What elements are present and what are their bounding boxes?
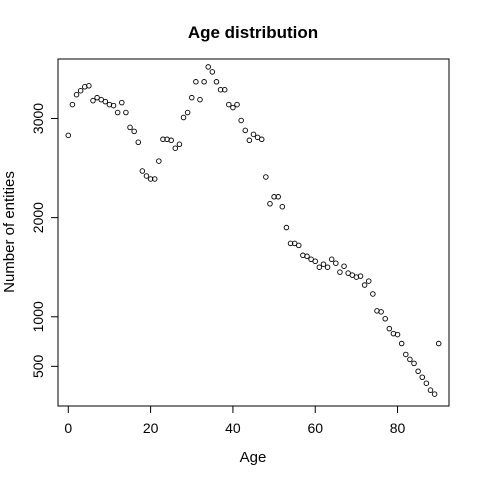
data-point bbox=[258, 136, 265, 143]
data-point bbox=[328, 256, 335, 263]
data-point bbox=[123, 109, 129, 116]
y-axis: 500 1000 2000 3000 bbox=[30, 103, 59, 378]
data-point bbox=[172, 145, 179, 151]
data-point bbox=[427, 387, 434, 393]
data-point bbox=[403, 351, 409, 358]
data-point bbox=[90, 97, 96, 104]
data-point bbox=[263, 174, 269, 180]
x-tick-label: 40 bbox=[225, 420, 241, 436]
data-point bbox=[267, 200, 273, 207]
data-point bbox=[213, 79, 220, 85]
data-point bbox=[415, 368, 421, 375]
data-points bbox=[65, 64, 442, 397]
data-point bbox=[176, 141, 183, 148]
data-point bbox=[357, 273, 364, 279]
data-point bbox=[365, 278, 372, 284]
data-point bbox=[168, 137, 174, 144]
data-point bbox=[246, 137, 253, 144]
data-point bbox=[65, 132, 72, 139]
data-point bbox=[324, 264, 331, 270]
data-point bbox=[156, 158, 162, 164]
data-point bbox=[407, 356, 413, 363]
y-axis-label: Number of entities bbox=[1, 171, 18, 293]
data-point bbox=[205, 64, 211, 70]
data-point bbox=[296, 242, 302, 249]
data-point bbox=[131, 128, 137, 135]
y-tick-label: 2000 bbox=[30, 202, 46, 233]
y-tick-label: 500 bbox=[30, 354, 46, 378]
data-point bbox=[135, 139, 142, 146]
y-tick-label: 1000 bbox=[30, 301, 46, 332]
x-axis-label: Age bbox=[240, 449, 267, 466]
data-point bbox=[234, 101, 240, 108]
data-point bbox=[341, 263, 347, 269]
data-point bbox=[143, 173, 150, 179]
data-point bbox=[238, 117, 244, 124]
data-point bbox=[271, 194, 277, 200]
data-point bbox=[221, 86, 228, 93]
data-point bbox=[333, 260, 339, 266]
data-point bbox=[337, 269, 343, 275]
x-tick-label: 20 bbox=[143, 420, 159, 436]
data-point bbox=[110, 102, 117, 109]
data-point bbox=[127, 124, 133, 131]
data-point bbox=[201, 79, 207, 85]
data-point bbox=[287, 240, 294, 247]
data-point bbox=[398, 340, 405, 347]
data-point bbox=[370, 291, 376, 297]
y-tick-label: 3000 bbox=[30, 103, 46, 134]
data-point bbox=[316, 264, 323, 270]
data-point bbox=[275, 194, 281, 200]
data-point bbox=[139, 168, 146, 174]
data-point bbox=[209, 69, 216, 75]
data-point bbox=[197, 96, 203, 103]
data-point bbox=[230, 104, 236, 111]
data-point bbox=[312, 258, 318, 265]
data-point bbox=[102, 98, 109, 105]
data-point bbox=[279, 203, 286, 210]
data-point bbox=[193, 79, 199, 85]
data-point bbox=[119, 99, 125, 106]
data-point bbox=[86, 83, 92, 89]
data-point bbox=[69, 101, 76, 108]
data-point bbox=[361, 282, 368, 288]
data-point bbox=[250, 131, 257, 138]
data-point bbox=[184, 109, 191, 116]
data-point bbox=[160, 136, 166, 143]
data-point bbox=[304, 253, 310, 260]
data-point bbox=[411, 360, 417, 367]
data-point bbox=[189, 94, 195, 101]
data-point bbox=[320, 261, 327, 267]
data-point bbox=[423, 380, 430, 386]
x-axis: 0 20 40 60 80 bbox=[64, 405, 406, 436]
x-tick-label: 0 bbox=[64, 420, 72, 436]
data-point bbox=[77, 87, 84, 94]
data-point bbox=[431, 391, 438, 397]
data-point bbox=[147, 176, 154, 182]
data-point bbox=[283, 224, 290, 231]
data-point bbox=[226, 101, 232, 108]
data-point bbox=[217, 86, 224, 93]
chart-title: Age distribution bbox=[188, 23, 318, 42]
plot-area-frame bbox=[57, 58, 450, 407]
data-point bbox=[242, 127, 249, 134]
data-point bbox=[386, 325, 393, 332]
data-point bbox=[419, 374, 425, 380]
data-point bbox=[114, 109, 121, 116]
data-point bbox=[382, 316, 388, 322]
data-point bbox=[180, 114, 187, 121]
x-tick-label: 80 bbox=[390, 420, 406, 436]
data-point bbox=[378, 309, 384, 315]
data-point bbox=[151, 176, 158, 182]
data-point bbox=[435, 340, 442, 347]
x-tick-label: 60 bbox=[307, 420, 323, 436]
data-point bbox=[394, 331, 401, 338]
data-point bbox=[73, 91, 80, 98]
